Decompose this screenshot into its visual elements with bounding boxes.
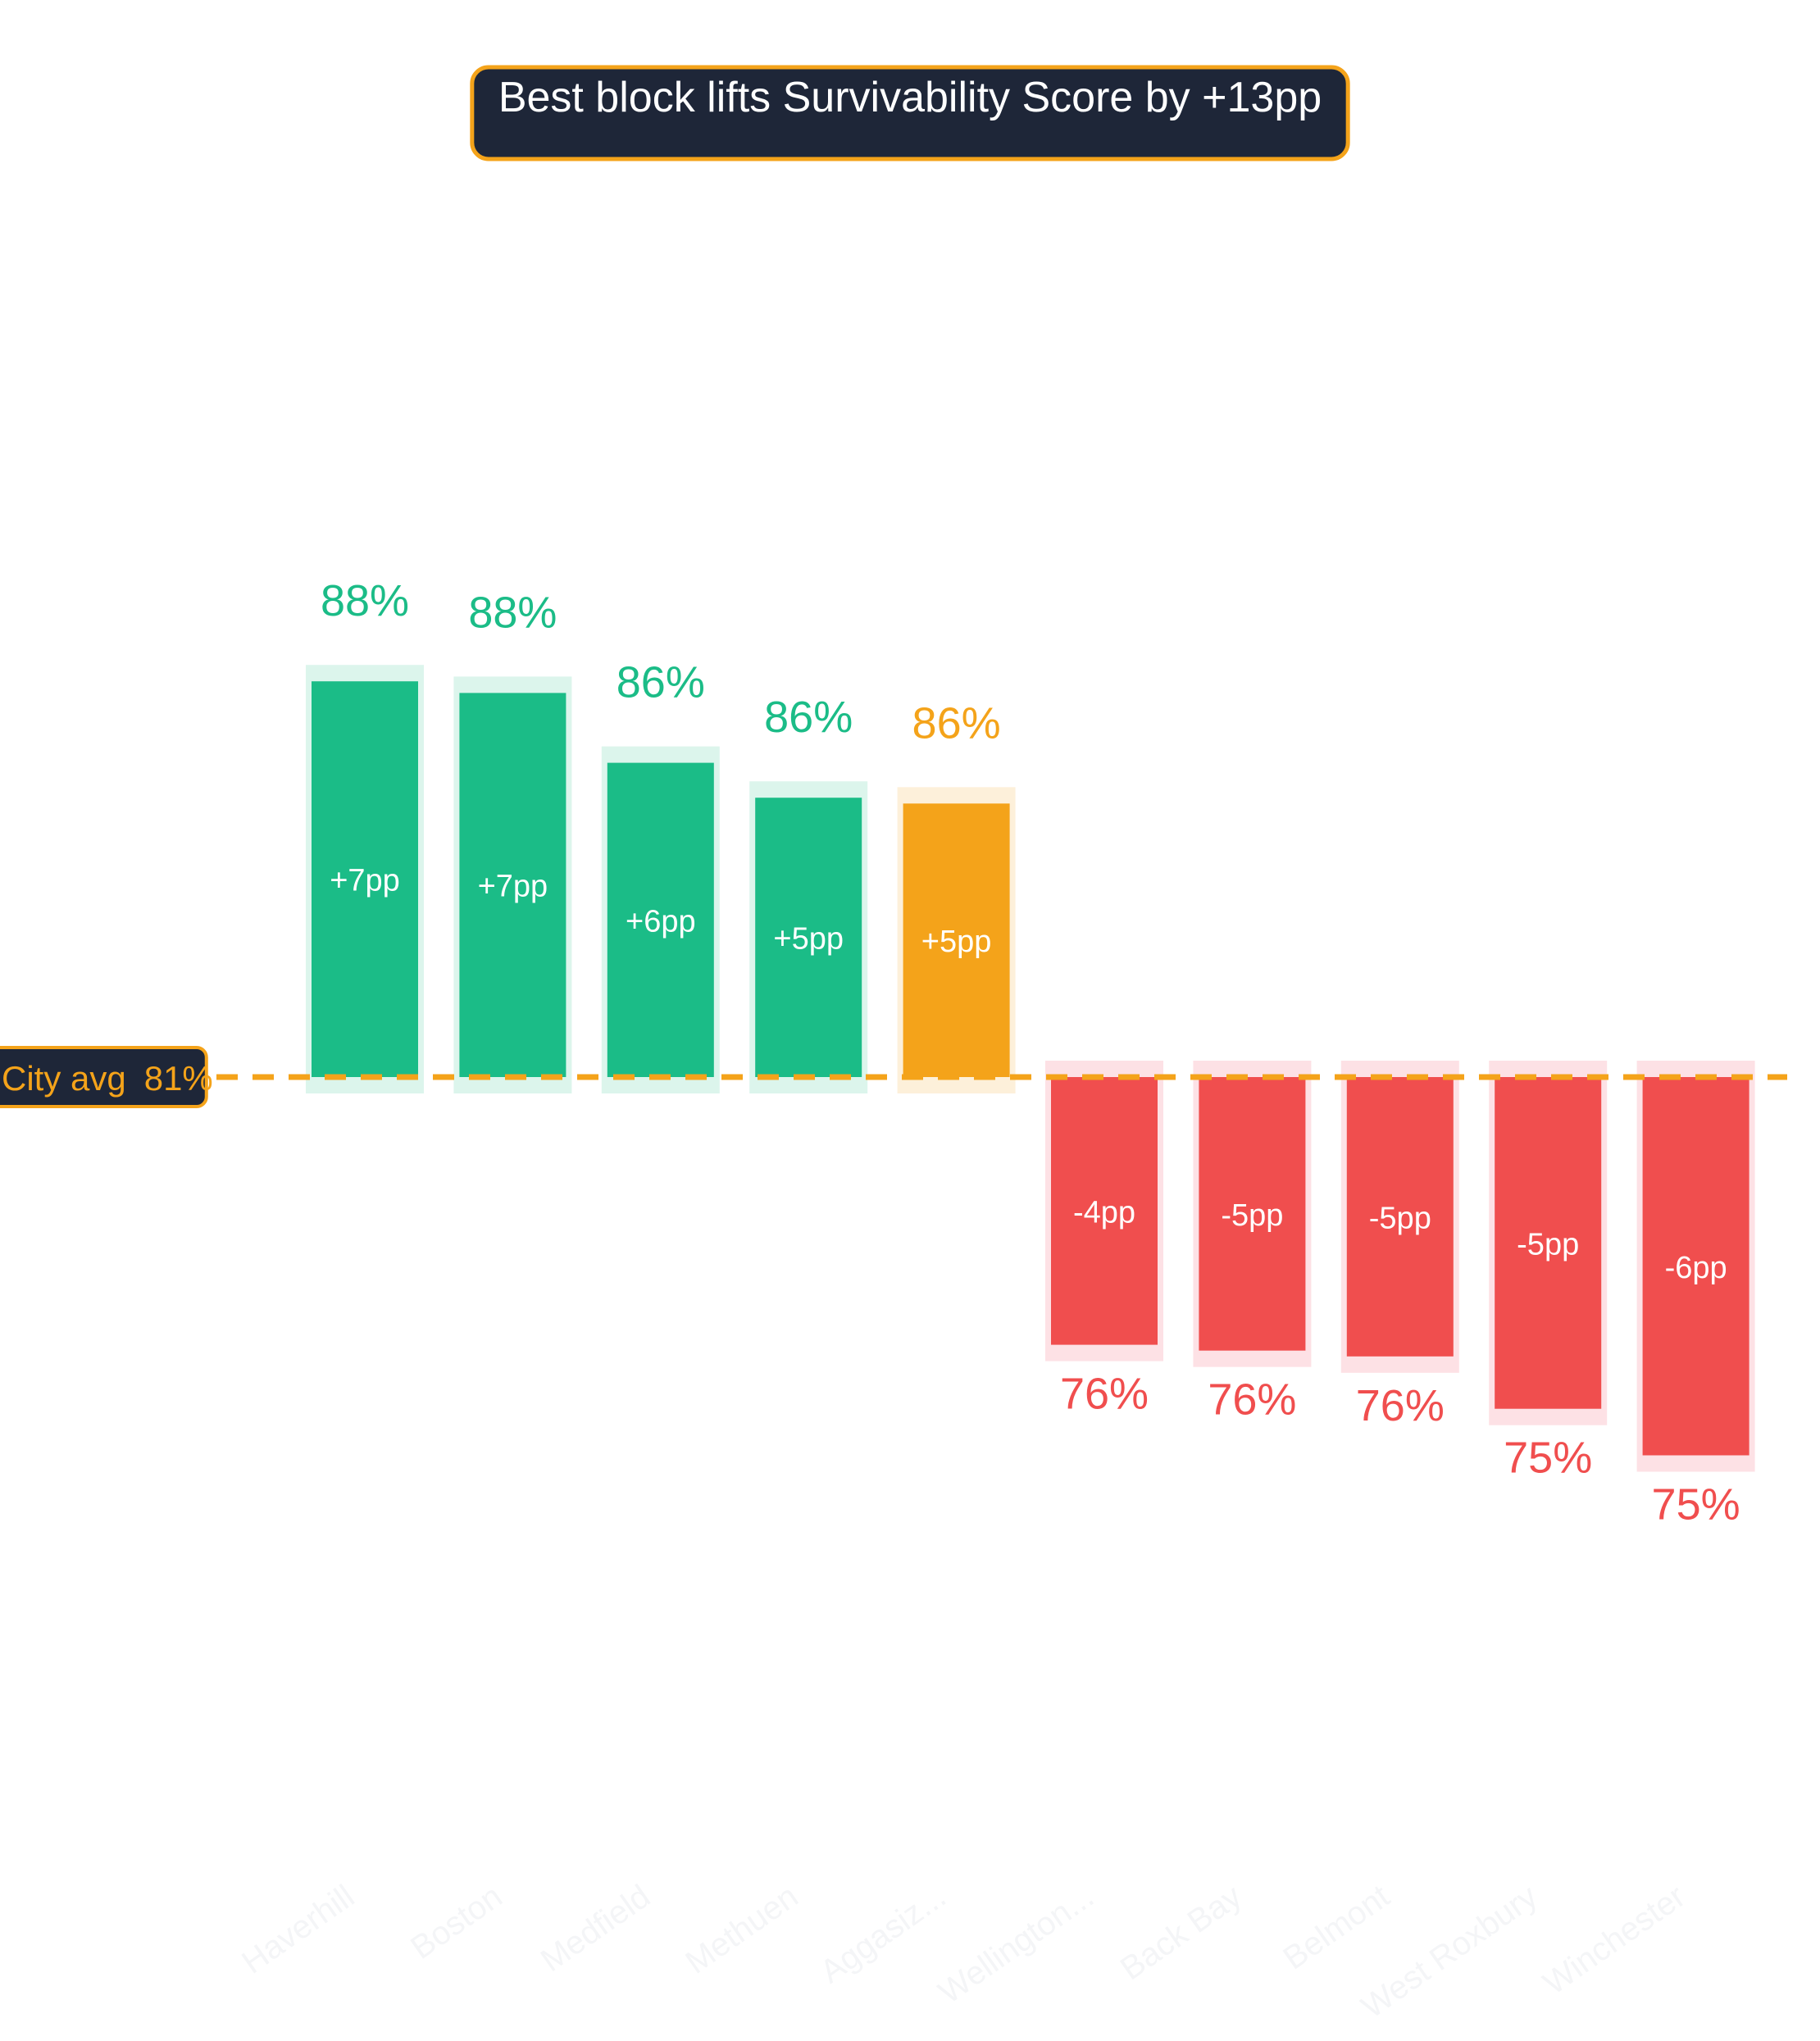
bar-value-label: 88%	[321, 576, 409, 625]
x-axis-tick-label: Back Bay	[1114, 1878, 1249, 1987]
bar-delta-label: +5pp	[773, 922, 844, 957]
bar	[459, 693, 566, 1077]
x-axis-tick-label: Wellington...	[932, 1878, 1100, 2011]
bars-layer	[306, 665, 1755, 1472]
bar	[1346, 1077, 1454, 1357]
bar-delta-label: +7pp	[478, 870, 548, 904]
x-axis-tick-label: Methuen	[680, 1878, 805, 1980]
city-average-value: 81%	[144, 1059, 213, 1098]
bar	[903, 803, 1010, 1077]
bar-delta-label: +7pp	[330, 864, 400, 898]
x-axis-tick-label: Winchester	[1537, 1878, 1692, 2002]
city-average-label-text: City avg	[2, 1059, 126, 1098]
city-average-label: City avg 81%	[2, 1059, 213, 1098]
x-axis-tick-label: Aggasiz...	[814, 1878, 953, 1990]
bar-delta-label: +6pp	[626, 904, 696, 939]
x-axis-tick-label: Haverhill	[235, 1878, 361, 1980]
chart-title: Best block lifts Survivability Score by …	[498, 74, 1322, 121]
bar-value-label: 76%	[1356, 1381, 1445, 1430]
bar-value-label: 88%	[468, 588, 557, 637]
bar	[607, 762, 714, 1077]
bar-delta-label: -4pp	[1073, 1195, 1135, 1230]
bar-value-label: 75%	[1504, 1434, 1592, 1483]
bar	[312, 681, 418, 1077]
bar	[1642, 1077, 1749, 1456]
x-axis-tick-label: Medfield	[535, 1878, 657, 1979]
bar-value-label: 76%	[1208, 1375, 1296, 1425]
bar	[755, 798, 862, 1077]
bar	[1051, 1077, 1158, 1345]
bar-value-label: 86%	[912, 698, 1001, 748]
x-axis-tick-label: Boston	[404, 1878, 508, 1966]
bar-delta-label: +5pp	[921, 925, 992, 959]
bar-value-label: 86%	[764, 693, 853, 742]
bar-delta-label: -5pp	[1517, 1227, 1579, 1261]
bar-delta-label: -5pp	[1221, 1198, 1283, 1233]
bar-value-label: 86%	[617, 658, 705, 707]
city-average-badge: City avg 81%	[0, 1046, 213, 1108]
bar	[1495, 1077, 1602, 1409]
chart-title-badge: Best block lifts Survivability Score by …	[470, 65, 1350, 161]
bar	[1199, 1077, 1306, 1351]
bar-delta-label: -6pp	[1665, 1251, 1727, 1285]
x-axis-tick-label: Belmont	[1277, 1878, 1396, 1976]
bar-delta-label: -5pp	[1369, 1201, 1431, 1235]
title-badge-background	[470, 65, 1350, 161]
bar-value-label: 76%	[1060, 1370, 1149, 1419]
bar-value-label: 75%	[1652, 1480, 1740, 1530]
city-average-badge-background	[0, 1046, 208, 1108]
